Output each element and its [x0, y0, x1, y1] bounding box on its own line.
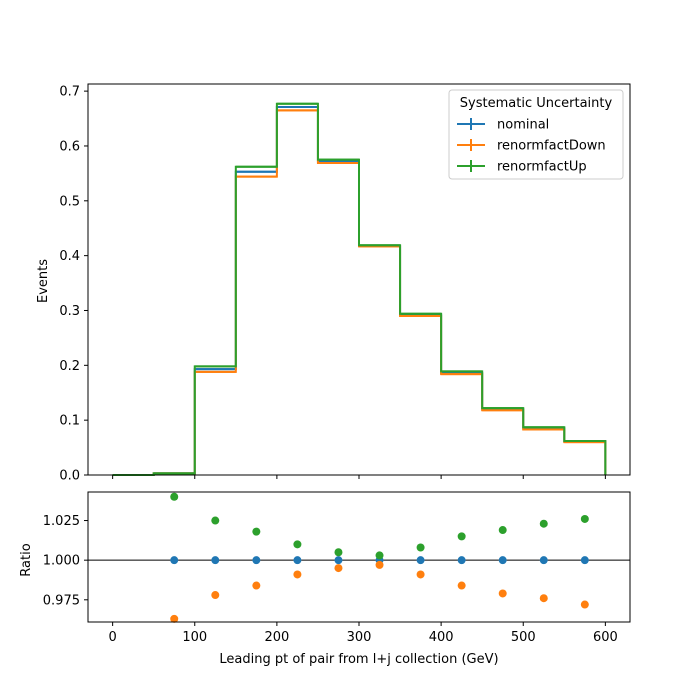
ratio-point-renormfactDown — [211, 591, 220, 600]
ratio-point-nominal — [416, 556, 425, 565]
ratio-points-group — [170, 492, 589, 623]
ratio-point-renormfactDown — [457, 581, 466, 590]
legend-label: renormfactUp — [497, 160, 587, 175]
ratio-y-ticks: 0.975 1.000 1.025 — [43, 514, 88, 608]
ratio-point-renormfactDown — [293, 570, 302, 579]
ratio-point-renormfactDown — [498, 589, 507, 598]
ratio-point-renormfactUp — [580, 514, 589, 523]
ratio-point-nominal — [539, 556, 548, 565]
legend-entry-nominal: nominal — [457, 118, 549, 133]
ratio-point-renormfactUp — [211, 516, 220, 525]
ratio-x-axis-label: Leading pt of pair from l+j collection (… — [219, 652, 498, 667]
ratio-point-renormfactUp — [375, 551, 384, 560]
main-y-tick-label: 0.7 — [59, 85, 80, 100]
legend-box — [448, 89, 624, 180]
ratio-point-renormfactUp — [334, 548, 343, 557]
ratio-x-ticks: 0 100 200 300 400 500 600 — [108, 622, 618, 645]
ratio-point-renormfactUp — [539, 519, 548, 528]
ratio-x-tick-label: 400 — [429, 630, 454, 645]
ratio-point-renormfactDown — [334, 564, 343, 573]
ratio-y-tick-label: 1.000 — [43, 554, 80, 569]
legend-title: Systematic Uncertainty — [460, 96, 613, 111]
ratio-point-nominal — [211, 556, 220, 565]
ratio-point-renormfactDown — [580, 600, 589, 609]
main-y-tick-label: 0.3 — [59, 304, 80, 319]
ratio-x-tick-label: 200 — [264, 630, 289, 645]
legend-label: nominal — [497, 118, 549, 133]
legend-label: renormfactDown — [497, 139, 606, 154]
main-y-tick-label: 0.1 — [59, 414, 80, 429]
ratio-point-renormfactUp — [457, 532, 466, 541]
ratio-point-renormfactUp — [416, 543, 425, 552]
legend-entry-renormfactUp: renormfactUp — [457, 160, 587, 175]
ratio-y-axis-label: Ratio — [19, 543, 34, 576]
ratio-point-nominal — [293, 556, 302, 565]
ratio-point-renormfactDown — [539, 594, 548, 603]
main-y-tick-label: 0.0 — [59, 469, 80, 484]
ratio-series-renormfactDown — [170, 560, 589, 623]
legend-entries: nominal renormfactDown renormfactUp — [457, 118, 606, 175]
ratio-point-renormfactUp — [293, 540, 302, 549]
main-y-tick-label: 0.2 — [59, 359, 80, 374]
ratio-point-nominal — [334, 556, 343, 565]
main-y-tick-label: 0.4 — [59, 249, 80, 264]
legend: Systematic Uncertainty nominal renormfact… — [448, 89, 624, 180]
ratio-point-renormfactDown — [416, 570, 425, 579]
ratio-point-nominal — [170, 556, 179, 565]
ratio-point-nominal — [580, 556, 589, 565]
ratio-point-renormfactDown — [375, 560, 384, 569]
main-y-tick-label: 0.5 — [59, 194, 80, 209]
ratio-x-tick-label: 500 — [511, 630, 536, 645]
ratio-point-nominal — [252, 556, 261, 565]
ratio-point-nominal — [498, 556, 507, 565]
ratio-point-renormfactUp — [170, 492, 179, 501]
main-y-axis-label: Events — [36, 259, 51, 303]
main-x-ticks — [112, 475, 606, 479]
ratio-y-tick-label: 0.975 — [43, 593, 80, 608]
ratio-point-renormfactUp — [498, 526, 507, 535]
ratio-point-nominal — [457, 556, 466, 565]
ratio-series-renormfactUp — [170, 492, 589, 560]
ratio-x-tick-label: 100 — [182, 630, 207, 645]
legend-entry-renormfactDown: renormfactDown — [457, 139, 606, 154]
ratio-point-renormfactDown — [170, 614, 179, 623]
main-y-ticks: 0.0 0.1 0.2 0.3 0.4 0.5 0.6 0.7 — [59, 85, 88, 484]
main-y-tick-label: 0.6 — [59, 139, 80, 154]
main-series-group — [112, 102, 607, 476]
ratio-x-tick-label: 300 — [347, 630, 372, 645]
ratio-x-tick-label: 600 — [593, 630, 618, 645]
ratio-series-nominal — [170, 556, 589, 565]
ratio-y-tick-label: 1.025 — [43, 514, 80, 529]
main-panel: 0.0 0.1 0.2 0.3 0.4 0.5 0.6 0.7 Events Systemat… — [36, 83, 631, 484]
ratio-point-renormfactDown — [252, 581, 261, 590]
ratio-x-tick-label: 0 — [108, 630, 116, 645]
ratio-point-renormfactUp — [252, 527, 261, 536]
ratio-panel: 0 100 200 300 400 500 600 0.975 1.000 1.025 Rati… — [19, 491, 631, 667]
